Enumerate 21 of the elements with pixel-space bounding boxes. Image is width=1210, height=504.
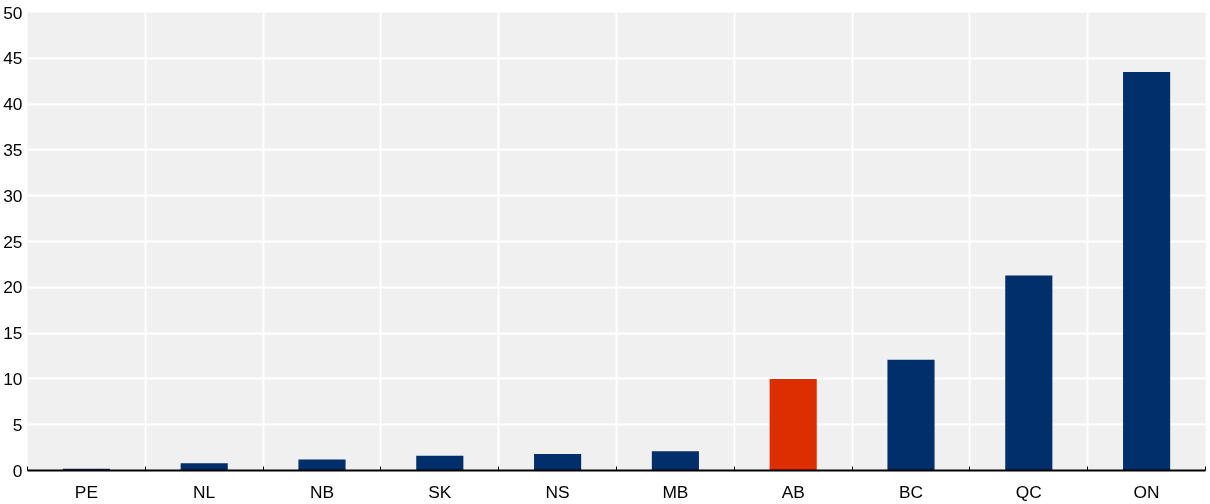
y-tick-label: 45 [3,48,23,69]
y-tick-label: 10 [3,368,23,389]
x-tick-label: PE [74,481,98,502]
y-tick-label: 30 [3,185,23,206]
y-tick-label: 20 [3,277,23,298]
y-tick-label: 25 [3,231,23,252]
y-tick-label: 5 [12,414,23,435]
y-tick-label: 0 [12,460,23,481]
x-tick-label: BC [898,481,924,502]
x-tick-label: AB [781,481,805,502]
x-tick-label: SK [428,481,452,502]
x-tick-label: NB [309,481,335,502]
x-tick-label: NL [193,481,216,502]
x-tick-label: ON [1133,481,1160,502]
x-tick-label: MB [662,481,689,502]
y-tick-label: 40 [3,94,23,115]
x-tick-label: QC [1015,481,1042,502]
y-tick-label: 35 [3,139,23,160]
x-tick-label: NS [545,481,570,502]
y-tick-label: 50 [3,2,23,23]
y-tick-label: 15 [3,323,23,344]
